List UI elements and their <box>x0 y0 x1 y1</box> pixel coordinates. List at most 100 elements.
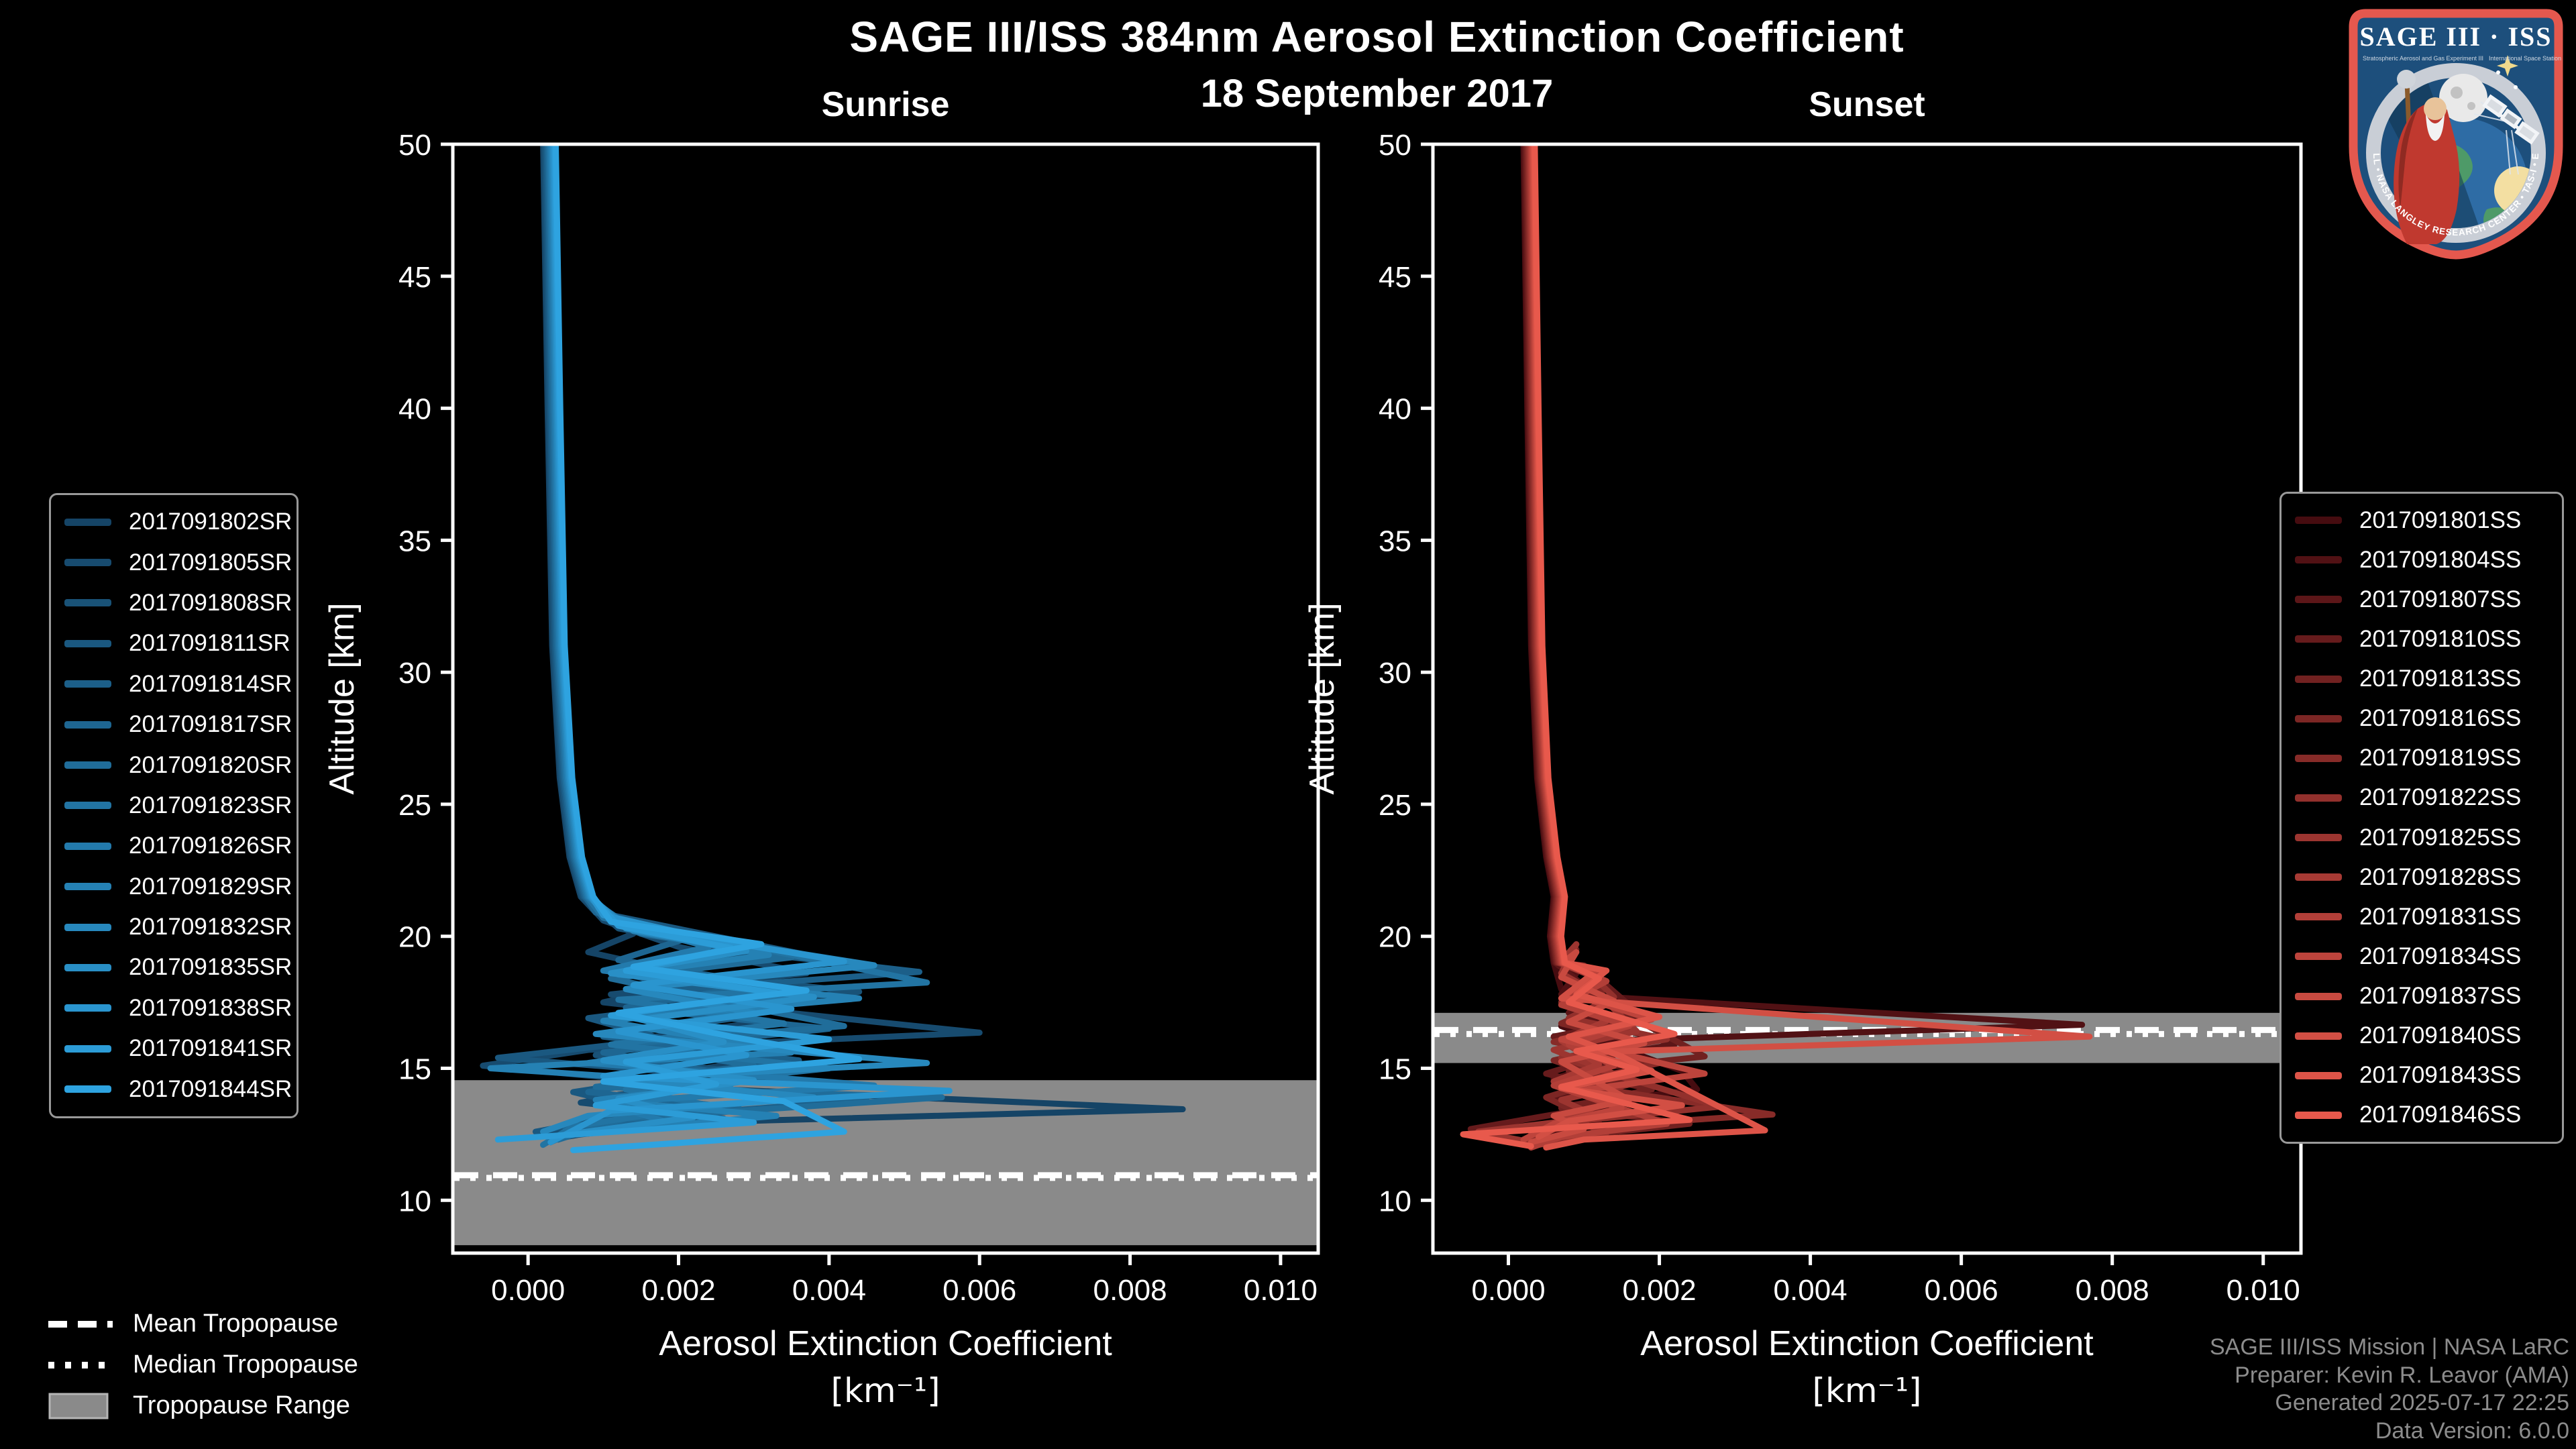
legend-line-swatch <box>64 802 111 810</box>
legend-item-label: 2017091804SS <box>2359 546 2522 573</box>
legend-line-swatch <box>64 559 111 567</box>
profile-line-2017091823SR <box>540 144 930 1148</box>
legend-item: 2017091820SR <box>64 752 292 779</box>
logo-subtitle-left: Stratospheric Aerosol and Gas Experiment… <box>2363 55 2483 62</box>
legend-item-label: 2017091822SS <box>2359 784 2522 811</box>
sage-iss-logo: SAGE III · ISS Stratospheric Aerosol and… <box>2343 8 2563 260</box>
legend-line-swatch <box>64 1004 111 1012</box>
legend-item-label: 2017091825SS <box>2359 824 2522 851</box>
legend-item-label: 2017091828SS <box>2359 863 2522 890</box>
legend-item-label: 2017091844SR <box>129 1075 292 1102</box>
legend-item: 2017091838SR <box>64 995 292 1022</box>
legend-item-label: 2017091843SS <box>2359 1062 2522 1089</box>
legend-item: 2017091826SR <box>64 833 292 859</box>
legend-item: 2017091829SR <box>64 873 292 900</box>
y-tick-label: 45 <box>1379 261 1411 294</box>
x-tick-label: 0.008 <box>1093 1274 1167 1307</box>
page-title: SAGE III/ISS 384nm Aerosol Extinction Co… <box>849 13 1904 61</box>
legend-item-label: 2017091819SS <box>2359 745 2522 771</box>
legend-line-swatch <box>2295 635 2342 643</box>
legend-item-label: 2017091807SS <box>2359 586 2522 612</box>
legend-item-label: 2017091816SS <box>2359 705 2522 732</box>
legend-line-swatch <box>2295 754 2342 762</box>
patch-moon <box>2439 74 2487 122</box>
profile-series-group <box>1460 144 2093 1151</box>
legend-item-label: 2017091826SR <box>129 833 292 859</box>
iss-icon <box>2482 94 2540 145</box>
sunset-legend-list: 2017091801SS 2017091804SS 2017091807SS 2017… <box>2295 500 2548 1135</box>
panel-sunrise: 0.000 0.002 0.004 0.006 0.008 0.010 10 15 20 25 30… <box>323 129 1320 1410</box>
legend-item: 2017091810SS <box>2295 626 2548 653</box>
legend-line-swatch <box>64 599 111 607</box>
legend-item-label: 2017091841SR <box>129 1035 292 1062</box>
legend-line-swatch <box>64 720 111 729</box>
legend-item: 2017091823SR <box>64 792 292 819</box>
legend-item: 2017091844SR <box>64 1076 292 1103</box>
sunrise-legend-list: 2017091802SR 2017091805SR 2017091808SR 2017… <box>64 502 292 1110</box>
y-axis-label: Altitude [km] <box>1303 602 1342 794</box>
legend-line-swatch <box>2295 1032 2342 1040</box>
legend-item-label: 2017091846SS <box>2359 1102 2522 1128</box>
legend-item-label: 2017091817SR <box>129 711 292 738</box>
logo-subtitle-right: International Space Station <box>2489 55 2561 62</box>
y-tick-label: 45 <box>398 261 431 294</box>
legend-item: 2017091835SR <box>64 954 292 981</box>
x-tick-label: 0.000 <box>491 1274 565 1307</box>
y-tick-label: 50 <box>398 129 431 162</box>
profile-line-2017091810SS <box>1467 144 1648 1146</box>
legend-item: 2017091837SS <box>2295 983 2548 1010</box>
sunrise-panel-title: Sunrise <box>821 85 950 124</box>
legend-line-swatch <box>2295 913 2342 921</box>
y-tick-label: 20 <box>398 921 431 954</box>
legend-item-label: 2017091802SR <box>129 508 292 535</box>
y-tick-label: 35 <box>398 525 431 557</box>
legend-line-swatch <box>2295 517 2342 525</box>
legend-item: 2017091831SS <box>2295 904 2548 930</box>
y-tick-label: 25 <box>398 789 431 822</box>
x-tick-label: 0.006 <box>1925 1274 1998 1307</box>
legend-line-swatch <box>64 883 111 891</box>
y-tick-label: 30 <box>1379 657 1411 690</box>
legend-line-swatch <box>2295 596 2342 604</box>
legend-item: 2017091813SS <box>2295 665 2548 692</box>
legend-item: 2017091817SR <box>64 711 292 738</box>
legend-line-swatch <box>64 680 111 688</box>
sunset-panel-title: Sunset <box>1809 85 1925 124</box>
footer-mission-line: SAGE III/ISS Mission | NASA LaRC <box>2209 1334 2569 1360</box>
legend-item: 2017091816SS <box>2295 705 2548 732</box>
legend-line-swatch <box>2295 1111 2342 1119</box>
y-tick-label: 35 <box>1379 525 1411 557</box>
y-axis-label: Altitude [km] <box>323 602 362 794</box>
x-tick-label: 0.008 <box>2076 1274 2149 1307</box>
legend-line-swatch <box>64 923 111 931</box>
legend-item: 2017091807SS <box>2295 586 2548 613</box>
y-tick-label: 15 <box>398 1053 431 1086</box>
legend-item-label: 2017091835SR <box>129 954 292 981</box>
legend-line-swatch <box>2295 714 2342 722</box>
legend-item: 2017091819SS <box>2295 745 2548 771</box>
father-time-figure <box>2394 70 2460 244</box>
legend-item-label: 2017091811SR <box>129 630 290 657</box>
y-tick-label: 25 <box>1379 789 1411 822</box>
legend-item-label: 2017091829SR <box>129 873 292 900</box>
tropopause-legend: Mean Tropopause Median Tropopause Tropop… <box>48 1309 358 1420</box>
profile-line-2017091846SS <box>1460 144 1693 1150</box>
date-subtitle: 18 September 2017 <box>1200 72 1554 115</box>
sunrise-legend: 2017091802SR 2017091805SR 2017091808SR 2017… <box>49 493 299 1118</box>
x-axis-units: [km⁻¹] <box>830 1371 940 1410</box>
legend-item: 2017091808SR <box>64 590 292 616</box>
profile-line-2017091822SS <box>1525 144 1723 1148</box>
legend-item-label: 2017091840SS <box>2359 1022 2522 1049</box>
legend-item-label: 2017091831SS <box>2359 903 2522 930</box>
legend-line-swatch <box>64 518 111 526</box>
profile-line-2017091840SS <box>1530 144 2093 1140</box>
header: SAGE III/ISS 384nm Aerosol Extinction Co… <box>453 12 2301 116</box>
profile-line-2017091844SR <box>553 144 863 1153</box>
tropopause-range-swatch <box>48 1393 113 1419</box>
legend-item-label: 2017091820SR <box>129 751 292 778</box>
mean-tropopause-label: Mean Tropopause <box>133 1309 339 1338</box>
footer-generated-line: Generated 2025-07-17 22:25 <box>2275 1390 2569 1416</box>
legend-item-label: 2017091837SS <box>2359 983 2522 1010</box>
legend-line-swatch <box>64 1085 111 1093</box>
legend-item: 2017091805SR <box>64 549 292 576</box>
